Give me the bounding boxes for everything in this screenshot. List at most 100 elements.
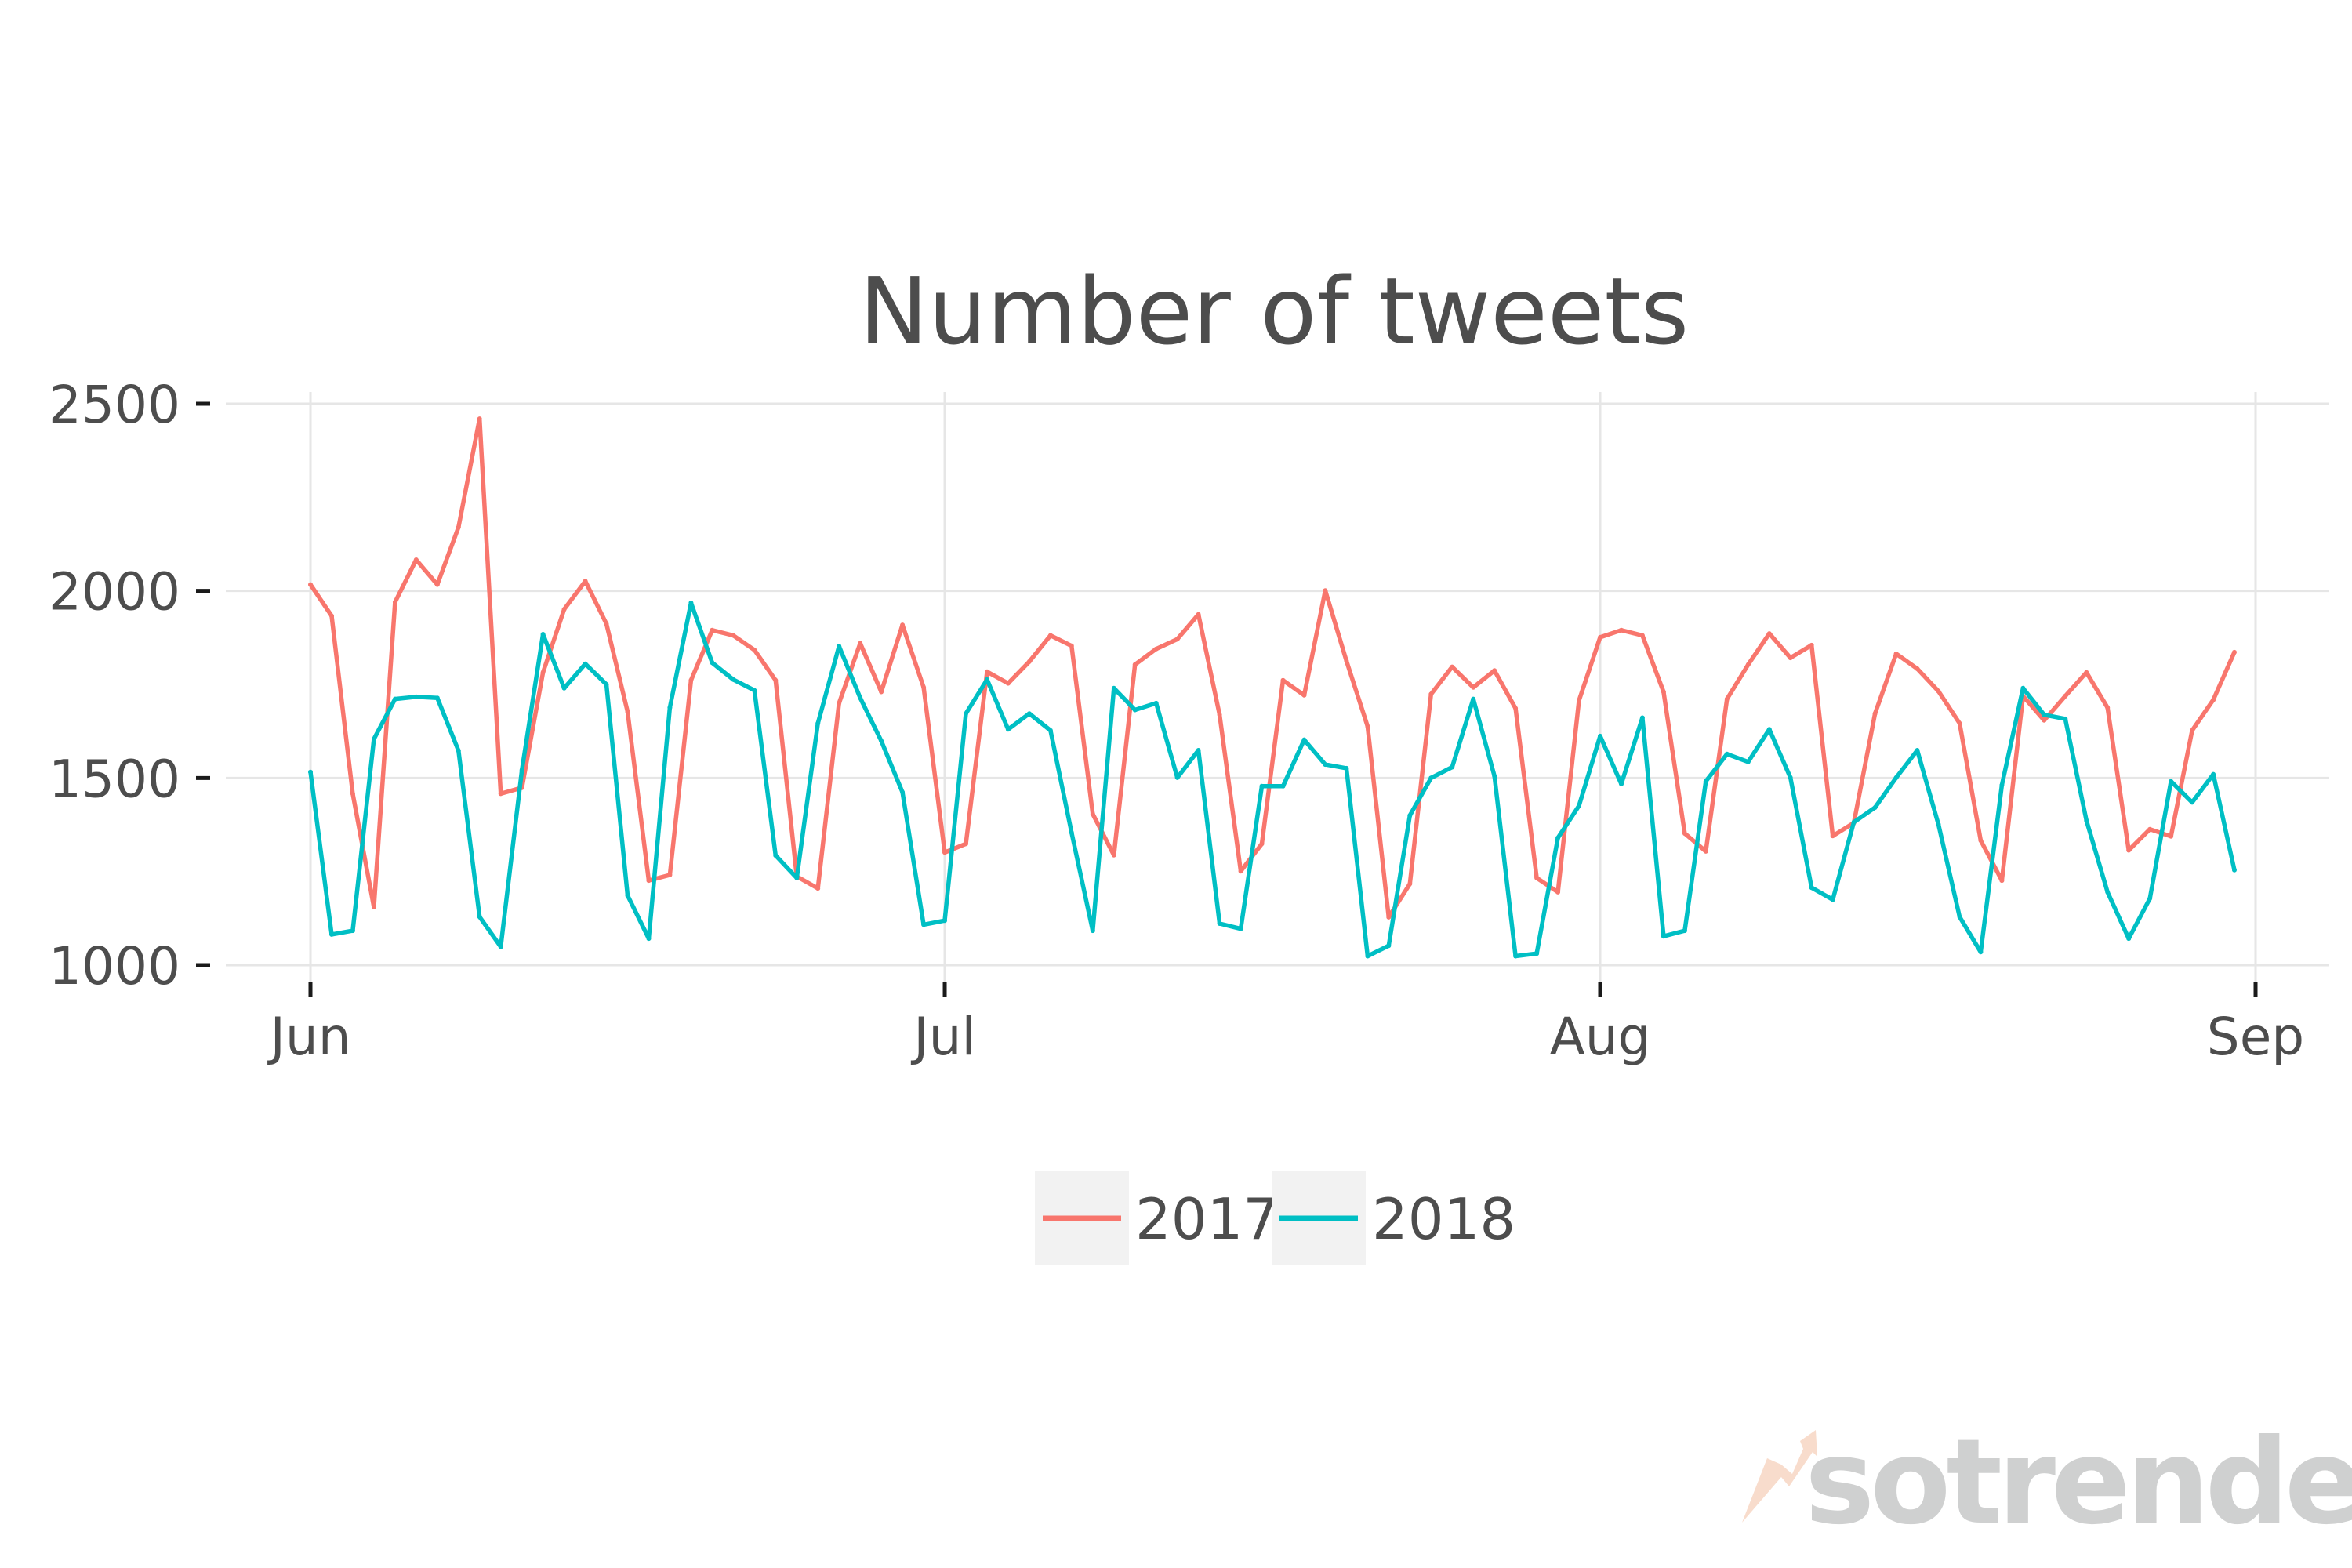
data-point-2018 xyxy=(1026,711,1032,717)
data-point-2018 xyxy=(900,789,906,795)
data-point-2018 xyxy=(2147,896,2153,901)
x-axis: Jun Jul Aug Sep xyxy=(267,982,2304,1067)
data-point-2017 xyxy=(1724,696,1730,702)
data-point-2017 xyxy=(2169,833,2174,839)
legend-item-2017[interactable]: 2017 xyxy=(1035,1171,1279,1265)
data-point-2017 xyxy=(371,905,376,909)
data-point-2018 xyxy=(1005,727,1011,732)
data-point-2018 xyxy=(1957,914,1962,920)
data-point-2018 xyxy=(2232,867,2237,873)
data-point-2018 xyxy=(667,705,673,710)
data-point-2018 xyxy=(2169,779,2174,784)
data-point-2018 xyxy=(1703,779,1708,784)
data-point-2018 xyxy=(1471,696,1476,702)
data-point-2018 xyxy=(1534,951,1540,956)
data-point-2018 xyxy=(2063,716,2068,721)
data-point-2018 xyxy=(1639,715,1645,720)
data-point-2018 xyxy=(1851,819,1857,825)
data-point-2017 xyxy=(1639,633,1645,638)
data-point-2017 xyxy=(498,791,503,797)
series-layer xyxy=(308,416,2237,959)
data-point-2017 xyxy=(2211,697,2216,702)
data-point-2018 xyxy=(2084,818,2089,823)
data-point-2017 xyxy=(1893,651,1899,656)
series-2017 xyxy=(308,416,2237,920)
data-point-2017 xyxy=(1090,811,1095,817)
data-point-2018 xyxy=(1598,733,1602,739)
data-point-2017 xyxy=(434,582,440,587)
data-point-2018 xyxy=(2105,889,2111,895)
data-point-2018 xyxy=(2190,800,2195,805)
legend-label-2018: 2018 xyxy=(1372,1186,1515,1252)
data-point-2017 xyxy=(2232,649,2237,655)
data-point-2017 xyxy=(667,873,673,877)
data-point-2017 xyxy=(1174,637,1180,642)
data-point-2018 xyxy=(1132,707,1138,713)
data-point-2018 xyxy=(1577,803,1581,808)
data-point-2018 xyxy=(1893,775,1899,780)
series-line-2017 xyxy=(308,416,2237,920)
data-point-2018 xyxy=(1999,782,2005,788)
data-point-2017 xyxy=(710,627,715,633)
chart-title: Number of tweets xyxy=(859,257,1690,365)
data-point-2017 xyxy=(477,416,482,422)
data-point-2018 xyxy=(561,685,567,691)
data-point-2018 xyxy=(434,695,440,701)
y-tick-label: 1500 xyxy=(49,749,180,809)
data-point-2018 xyxy=(1724,751,1730,757)
data-point-2018 xyxy=(625,893,630,898)
data-point-2018 xyxy=(1238,926,1243,931)
data-point-2017 xyxy=(1026,659,1032,664)
series-line-2018 xyxy=(308,601,2237,959)
data-point-2017 xyxy=(1619,627,1624,633)
data-point-2017 xyxy=(1323,588,1328,593)
data-point-2018 xyxy=(1301,737,1307,742)
data-point-2017 xyxy=(456,524,461,530)
legend-item-2018[interactable]: 2018 xyxy=(1272,1171,1515,1265)
data-point-2018 xyxy=(773,853,779,858)
data-point-2018 xyxy=(498,944,503,949)
data-point-2017 xyxy=(1450,664,1455,670)
data-point-2017 xyxy=(1217,712,1222,717)
data-point-2018 xyxy=(2211,771,2216,777)
data-point-2017 xyxy=(583,579,588,584)
data-point-2018 xyxy=(350,928,355,934)
data-point-2018 xyxy=(1788,775,1793,780)
data-point-2018 xyxy=(1915,748,1920,753)
data-point-2017 xyxy=(413,557,419,562)
data-point-2017 xyxy=(964,841,968,847)
data-point-2017 xyxy=(1344,658,1349,663)
data-point-2017 xyxy=(1153,646,1159,652)
data-point-2017 xyxy=(1872,711,1878,717)
data-point-2018 xyxy=(1323,762,1328,768)
sotrender-watermark: sotrender xyxy=(1742,1414,2352,1551)
data-point-2017 xyxy=(329,613,334,619)
data-point-2018 xyxy=(371,736,376,742)
data-point-2018 xyxy=(329,931,334,937)
data-point-2018 xyxy=(1047,728,1053,733)
data-point-2018 xyxy=(1682,928,1687,934)
y-axis: 1000 1500 2000 2500 xyxy=(49,375,210,996)
data-point-2017 xyxy=(985,669,989,674)
data-point-2017 xyxy=(1809,642,1814,648)
data-point-2017 xyxy=(1788,655,1793,661)
data-point-2017 xyxy=(2063,693,2068,699)
data-point-2017 xyxy=(815,886,821,891)
data-point-2017 xyxy=(1047,633,1053,638)
data-point-2018 xyxy=(1745,759,1751,764)
data-point-2017 xyxy=(858,641,863,646)
y-tick-label: 2000 xyxy=(49,562,180,622)
data-point-2018 xyxy=(1661,934,1666,939)
data-point-2018 xyxy=(1619,782,1624,786)
data-point-2018 xyxy=(1365,953,1370,959)
data-point-2018 xyxy=(2020,685,2026,691)
data-point-2017 xyxy=(625,709,630,714)
data-point-2018 xyxy=(456,748,461,753)
data-point-2018 xyxy=(1196,748,1201,753)
x-tick-label: Jul xyxy=(910,1007,976,1067)
data-point-2017 xyxy=(921,684,927,690)
x-tick-label: Sep xyxy=(2207,1007,2304,1067)
data-point-2017 xyxy=(2126,848,2132,853)
data-point-2017 xyxy=(1196,612,1201,617)
